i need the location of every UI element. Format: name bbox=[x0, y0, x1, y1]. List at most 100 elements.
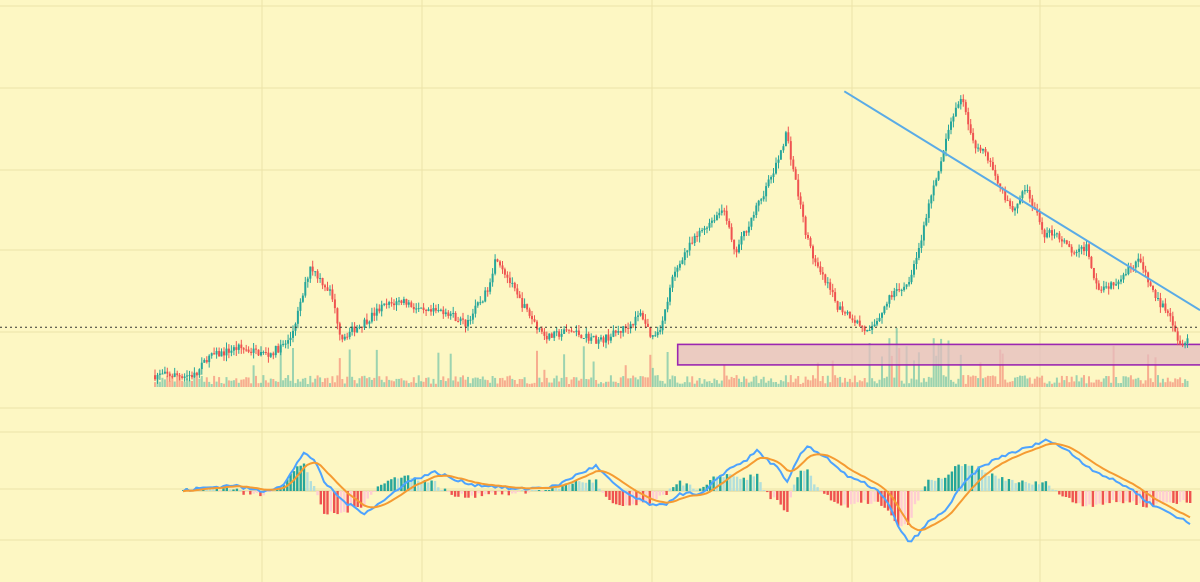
volume-bar bbox=[659, 380, 662, 387]
volume-bar bbox=[540, 382, 543, 387]
supply-zone[interactable] bbox=[676, 343, 1200, 366]
volume-bar bbox=[701, 383, 704, 387]
candle-body bbox=[486, 290, 489, 292]
candle-body bbox=[1110, 282, 1113, 289]
macd-histogram-bar bbox=[316, 491, 319, 496]
volume-bar bbox=[866, 382, 869, 387]
candle-body bbox=[1073, 252, 1076, 254]
volume-bar bbox=[1127, 377, 1130, 387]
volume-bar bbox=[171, 375, 174, 387]
candle-body bbox=[977, 147, 980, 149]
volume-bar bbox=[644, 377, 647, 387]
candle-body bbox=[777, 159, 780, 163]
volume-bar bbox=[378, 376, 381, 387]
volume-bar bbox=[1105, 376, 1108, 387]
volume-bar bbox=[343, 383, 346, 387]
candle-body bbox=[595, 335, 598, 344]
candle-body bbox=[605, 334, 607, 343]
volume-bar bbox=[1031, 383, 1034, 387]
candle-body bbox=[770, 177, 773, 180]
macd-histogram-bar bbox=[591, 482, 594, 491]
volume-bar bbox=[321, 382, 324, 387]
candle-body bbox=[1107, 286, 1110, 289]
candle-body bbox=[489, 282, 492, 292]
candle-body bbox=[816, 262, 819, 267]
downtrend-line[interactable] bbox=[843, 90, 1200, 312]
volume-bar bbox=[476, 377, 479, 387]
macd-histogram-bar bbox=[1185, 491, 1188, 503]
candle-body bbox=[491, 273, 494, 283]
candle-body bbox=[1124, 274, 1127, 276]
candle-body bbox=[878, 317, 881, 322]
volume-bar bbox=[533, 382, 536, 387]
volume-bar bbox=[474, 377, 477, 387]
macd-histogram-bar bbox=[732, 476, 735, 491]
candle-body bbox=[1021, 191, 1024, 199]
volume-bar bbox=[218, 377, 221, 387]
volume-bar bbox=[693, 383, 696, 387]
volume-bar bbox=[1051, 383, 1053, 387]
candle-body bbox=[235, 347, 238, 350]
volume-bar bbox=[553, 378, 556, 387]
macd-histogram-bar bbox=[678, 480, 682, 491]
macd-histogram-bar bbox=[615, 491, 618, 505]
volume-bar bbox=[373, 377, 376, 387]
candle-body bbox=[474, 305, 477, 314]
macd-histogram-bar bbox=[608, 491, 611, 500]
candle-body bbox=[984, 149, 987, 153]
candle-body bbox=[839, 306, 842, 310]
volume-bar bbox=[181, 380, 184, 387]
macd-histogram-bar bbox=[803, 470, 806, 491]
candle-body bbox=[706, 227, 708, 229]
volume-bar bbox=[508, 375, 511, 387]
candle-body bbox=[237, 344, 240, 350]
macd-histogram-bar bbox=[1098, 491, 1101, 504]
candle-body bbox=[469, 319, 472, 321]
volume-bar bbox=[632, 375, 635, 387]
candle-body bbox=[499, 261, 501, 266]
candle-body bbox=[301, 295, 304, 302]
candle-body bbox=[1016, 203, 1019, 209]
candle-body bbox=[1070, 246, 1073, 253]
volume-bar bbox=[1124, 376, 1127, 387]
macd-histogram-bar bbox=[1101, 491, 1105, 505]
candle-body bbox=[523, 304, 526, 308]
volume-bar bbox=[666, 352, 669, 387]
volume-bar bbox=[733, 378, 736, 387]
macd-histogram-bar bbox=[269, 491, 272, 492]
candle-body bbox=[1122, 274, 1125, 280]
macd-histogram-bar bbox=[537, 490, 541, 491]
volume-bar bbox=[957, 378, 960, 387]
volume-bar bbox=[937, 344, 940, 387]
candle-body bbox=[728, 221, 731, 228]
volume-bar bbox=[989, 376, 992, 387]
candle-body bbox=[528, 309, 531, 316]
volume-bar bbox=[1019, 375, 1021, 387]
volume-bar bbox=[183, 381, 186, 387]
volume-bar bbox=[725, 375, 728, 387]
candle-body bbox=[671, 276, 674, 288]
candle-body bbox=[299, 301, 302, 311]
volume-bar bbox=[950, 379, 952, 387]
volume-bar bbox=[674, 376, 676, 387]
candle-body bbox=[703, 228, 706, 230]
volume-bar bbox=[890, 355, 893, 387]
macd-histogram-bar bbox=[917, 491, 920, 501]
macd-histogram-bar bbox=[410, 478, 413, 491]
macd-histogram-bar bbox=[1131, 491, 1135, 502]
macd-histogram-bar bbox=[618, 491, 621, 506]
macd-histogram-bar bbox=[373, 491, 376, 492]
volume-bar bbox=[380, 379, 383, 387]
volume-bar bbox=[247, 377, 250, 387]
volume-bar bbox=[550, 382, 553, 387]
volume-bar bbox=[1161, 378, 1164, 387]
volume-bar bbox=[789, 375, 792, 387]
macd-histogram-bar bbox=[1068, 491, 1071, 498]
macd-histogram-bar bbox=[752, 476, 755, 491]
macd-histogram-bar bbox=[1054, 490, 1058, 491]
macd-histogram-bar bbox=[443, 488, 447, 491]
candle-body bbox=[935, 179, 938, 186]
volume-bar bbox=[639, 376, 642, 387]
